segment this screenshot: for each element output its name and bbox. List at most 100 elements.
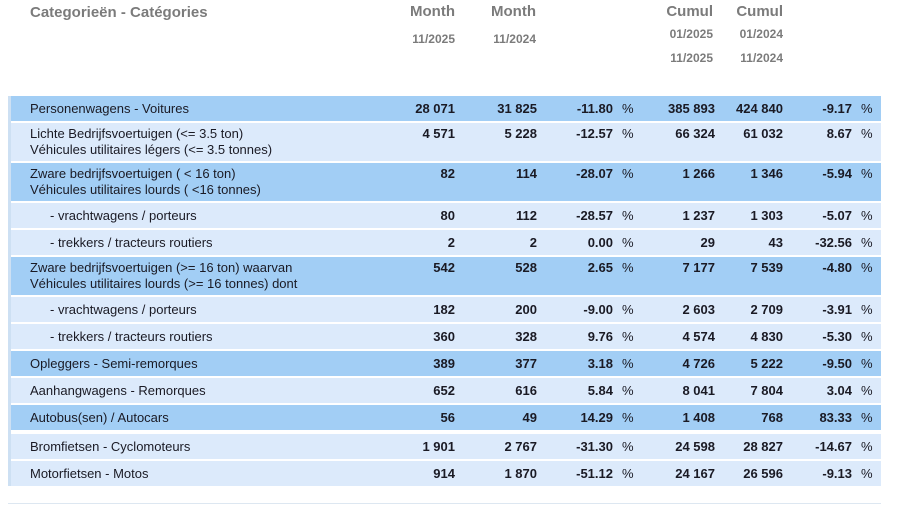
- cumul-current-value: 4 726: [682, 356, 715, 371]
- cumul-previous-value: 5 222: [750, 356, 783, 371]
- month-percent-sign: %: [622, 101, 634, 116]
- cumul-percent-sign: %: [861, 166, 873, 181]
- table-row: Bromfietsen - Cyclomoteurs 1 901 2 767 -…: [11, 434, 881, 459]
- cumul-change-value: 8.67: [826, 126, 852, 141]
- month-change-value: -12.57: [576, 126, 613, 141]
- month-change-value: 9.76: [587, 329, 613, 344]
- month-previous-value: 5 228: [504, 126, 537, 141]
- month-current-value: 2: [447, 235, 455, 250]
- table-row: Zware bedrijfsvoertuigen ( < 16 ton) Véhi…: [11, 163, 881, 201]
- cumul-current-value: 8 041: [682, 383, 715, 398]
- category-label: Bromfietsen - Cyclomoteurs: [30, 438, 191, 454]
- cumul-previous-value: 1 346: [750, 166, 783, 181]
- cumul-current-value: 7 177: [682, 260, 715, 275]
- cumul-change-value: -9.17: [822, 101, 852, 116]
- month-current-value: 542: [433, 260, 455, 275]
- cumul-current-value: 1 266: [682, 166, 715, 181]
- category-label: Personenwagens - Voitures: [30, 100, 189, 116]
- cumul-change-value: -4.80: [822, 260, 852, 275]
- column-header-month-previous: Month 11/2024: [491, 4, 536, 46]
- table-row: - trekkers / tracteurs routiers 360 328 …: [11, 324, 881, 349]
- month-percent-sign: %: [622, 260, 634, 275]
- table-row: Personenwagens - Voitures 28 071 31 825 …: [11, 96, 881, 121]
- cumul-change-value: -5.30: [822, 329, 852, 344]
- month-current-value: 4 571: [422, 126, 455, 141]
- month-previous-value: 328: [515, 329, 537, 344]
- month-previous-value: 2 767: [504, 439, 537, 454]
- cumul-change-value: -3.91: [822, 302, 852, 317]
- month-previous-date: 11/2024: [493, 32, 536, 46]
- cumul-change-value: -5.94: [822, 166, 852, 181]
- month-percent-sign: %: [622, 466, 634, 481]
- month-percent-sign: %: [622, 383, 634, 398]
- month-change-value: -28.07: [576, 166, 613, 181]
- month-percent-sign: %: [622, 166, 634, 181]
- cumul-previous-value: 7 804: [750, 383, 783, 398]
- month-change-value: 0.00: [587, 235, 613, 250]
- cumul-previous-value: 7 539: [750, 260, 783, 275]
- cumul-current-value: 24 598: [675, 439, 715, 454]
- month-previous-value: 31 825: [497, 101, 537, 116]
- table-row: Motorfietsen - Motos 914 1 870 -51.12 % …: [11, 461, 881, 486]
- cumul-current-value: 66 324: [675, 126, 715, 141]
- cumul-current-value: 385 893: [668, 101, 715, 116]
- cumul-current-value: 29: [700, 235, 715, 250]
- month-current-value: 652: [433, 383, 455, 398]
- month-percent-sign: %: [622, 410, 634, 425]
- cumul-percent-sign: %: [861, 466, 873, 481]
- month-current-value: 914: [433, 466, 455, 481]
- cumul-percent-sign: %: [861, 329, 873, 344]
- category-label: - trekkers / tracteurs routiers: [50, 328, 213, 344]
- cumul-change-value: 83.33: [819, 410, 852, 425]
- month-change-value: 2.65: [587, 260, 613, 275]
- month-previous-value: 49: [522, 410, 537, 425]
- cumul-current-value: 24 167: [675, 466, 715, 481]
- cumul-change-value: -9.13: [822, 466, 852, 481]
- month-current-value: 389: [433, 356, 455, 371]
- cumul-current-value: 2 603: [682, 302, 715, 317]
- month-change-value: 3.18: [587, 356, 613, 371]
- month-previous-value: 1 870: [504, 466, 537, 481]
- cumul-percent-sign: %: [861, 235, 873, 250]
- month-previous-value: 114: [516, 166, 537, 181]
- table-row: - vrachtwagens / porteurs 80 112 -28.57 …: [11, 203, 881, 228]
- month-percent-sign: %: [622, 356, 634, 371]
- cumul-change-value: -14.67: [815, 439, 852, 454]
- table-bottom-divider: [8, 503, 881, 504]
- cumul-previous-date-end: 11/2024: [740, 51, 783, 65]
- category-label: Aanhangwagens - Remorques: [30, 382, 206, 398]
- cumul-percent-sign: %: [861, 410, 873, 425]
- month-previous-value: 112: [516, 208, 537, 223]
- table-row: - trekkers / tracteurs routiers 2 2 0.00…: [11, 230, 881, 255]
- month-change-value: -51.12: [576, 466, 613, 481]
- category-label: Lichte Bedrijfsvoertuigen (<= 3.5 ton) Vé…: [30, 126, 273, 157]
- column-header-cumul-previous: Cumul 01/2024 11/2024: [736, 4, 783, 65]
- month-change-value: 5.84: [587, 383, 613, 398]
- month-change-value: 14.29: [580, 410, 613, 425]
- table-row: Opleggers - Semi-remorques 389 377 3.18 …: [11, 351, 881, 376]
- month-change-value: -31.30: [576, 439, 613, 454]
- table-row: Aanhangwagens - Remorques 652 616 5.84 %…: [11, 378, 881, 403]
- table-row: - vrachtwagens / porteurs 182 200 -9.00 …: [11, 297, 881, 322]
- cumul-current-date-end: 11/2025: [670, 51, 713, 65]
- month-current-value: 56: [440, 410, 455, 425]
- cumul-current-value: 4 574: [682, 329, 715, 344]
- cumul-previous-value: 61 032: [743, 126, 783, 141]
- cumul-previous-value: 4 830: [750, 329, 783, 344]
- month-current-value: 182: [433, 302, 455, 317]
- cumul-previous-date-start: 01/2024: [739, 27, 783, 41]
- month-current-value: 80: [440, 208, 455, 223]
- category-label: Autobus(sen) / Autocars: [30, 409, 169, 425]
- cumul-change-value: 3.04: [826, 383, 852, 398]
- category-label: Motorfietsen - Motos: [30, 465, 149, 481]
- cumul-percent-sign: %: [861, 302, 873, 317]
- month-change-value: -11.80: [576, 101, 613, 116]
- month-current-value: 82: [440, 166, 455, 181]
- month-percent-sign: %: [622, 439, 634, 454]
- month-previous-value: 2: [529, 235, 537, 250]
- category-label: - vrachtwagens / porteurs: [50, 207, 197, 223]
- table-row: Lichte Bedrijfsvoertuigen (<= 3.5 ton) Vé…: [11, 123, 881, 161]
- month-percent-sign: %: [622, 126, 634, 141]
- month-change-value: -28.57: [576, 208, 613, 223]
- month-current-value: 360: [433, 329, 455, 344]
